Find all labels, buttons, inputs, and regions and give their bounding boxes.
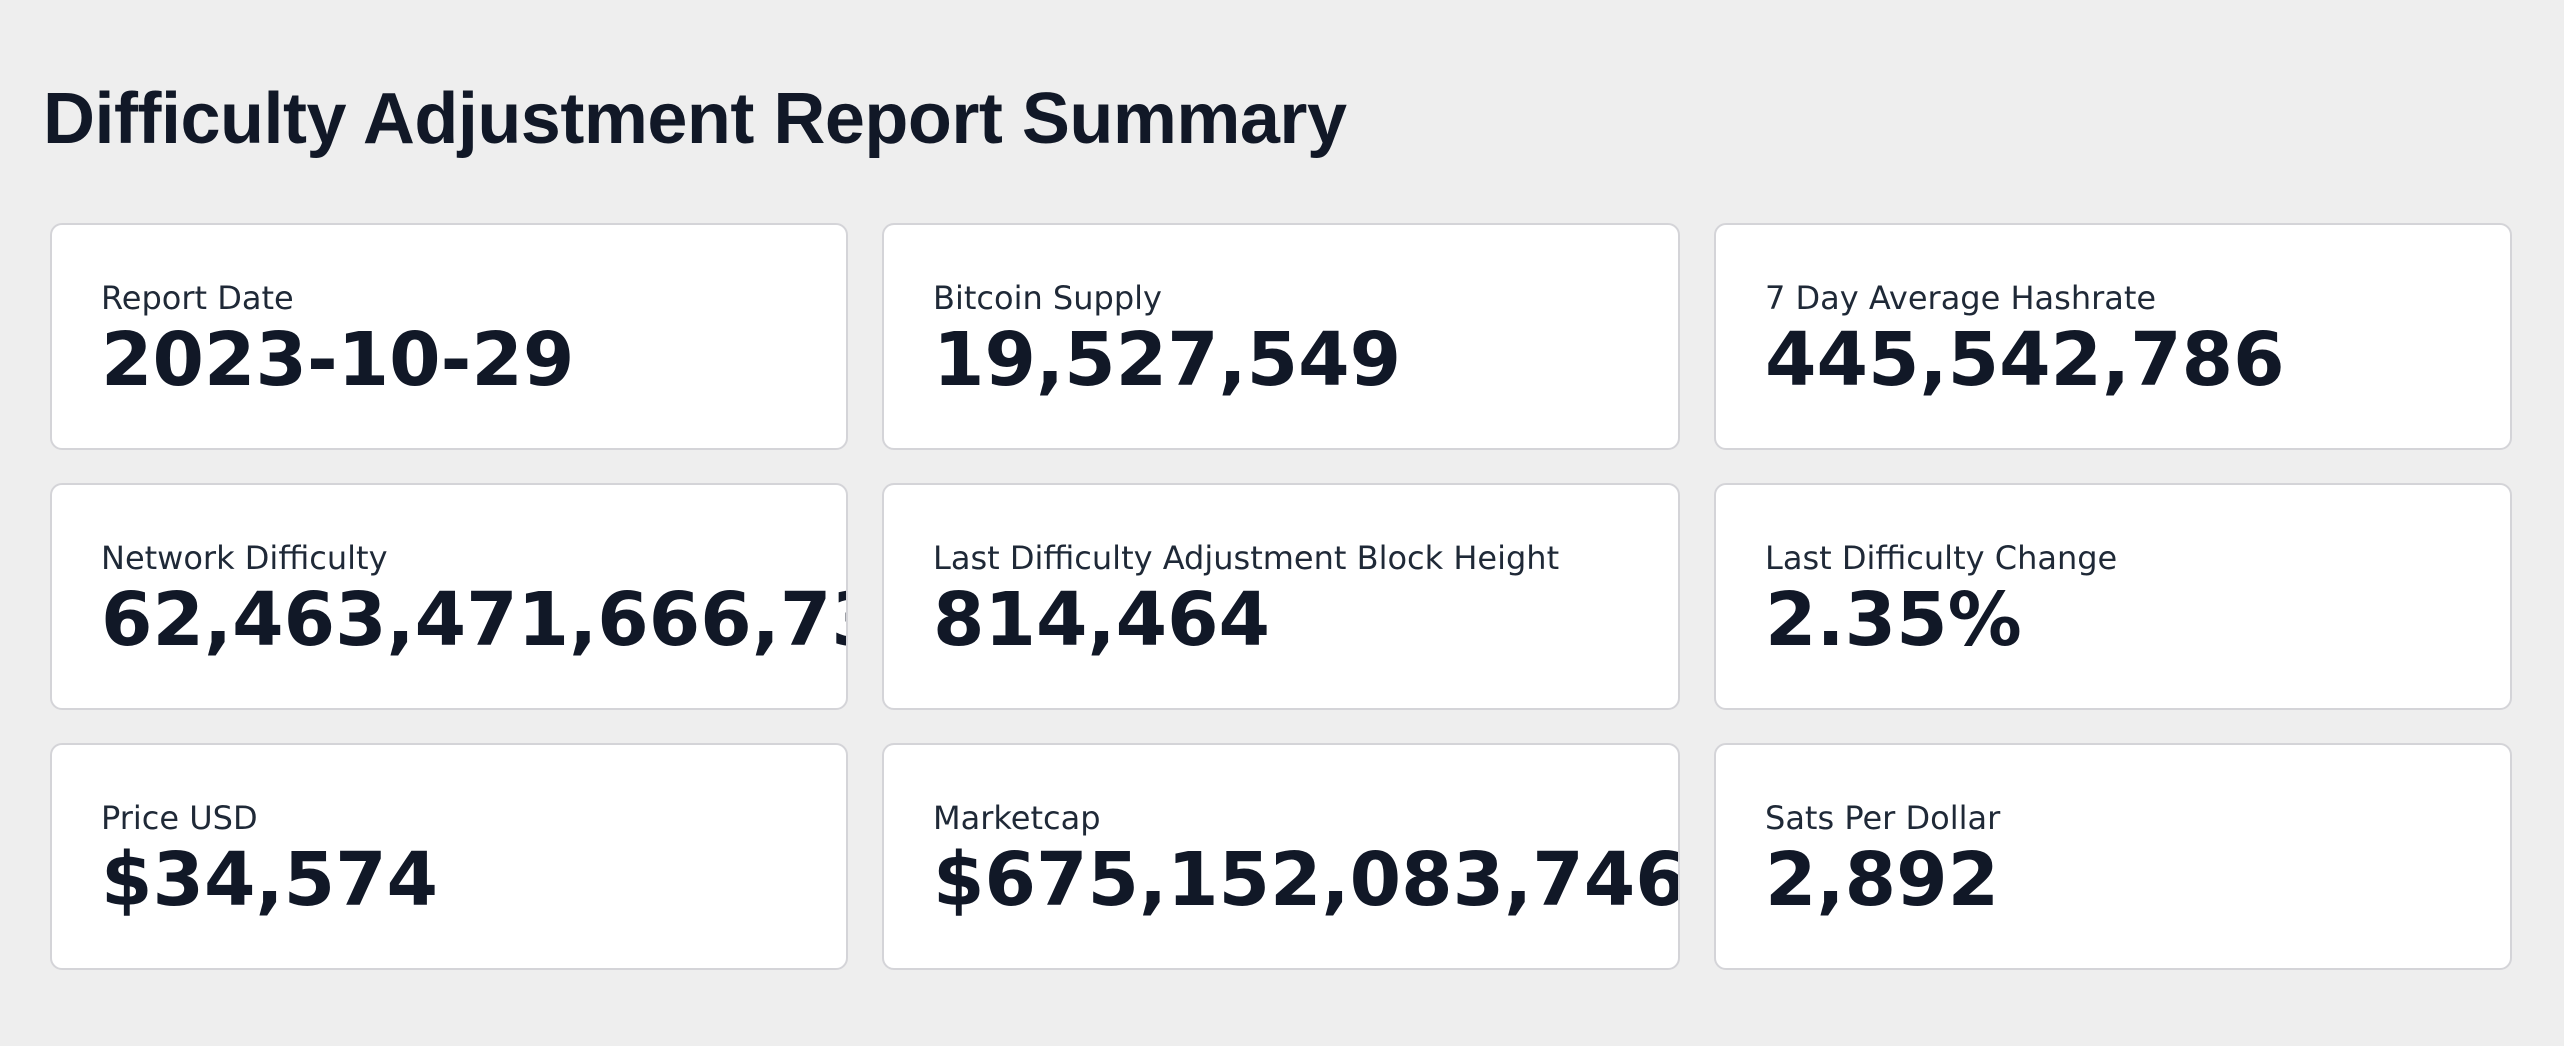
card-label: 7 Day Average Hashrate: [1765, 279, 2157, 317]
card-value: 814,464: [933, 577, 1271, 663]
card-value: 62,463,471,666,732: [101, 577, 846, 663]
card-value: $34,574: [101, 837, 439, 923]
card-price-usd: Price USD $34,574: [50, 743, 848, 970]
card-label: Last Difficulty Change: [1765, 539, 2118, 577]
card-value: 2.35%: [1765, 577, 2022, 663]
card-value: 2023-10-29: [101, 317, 575, 403]
card-label: Sats Per Dollar: [1765, 799, 2001, 837]
card-value: 19,527,549: [933, 317, 1402, 403]
card-report-date: Report Date 2023-10-29: [50, 223, 848, 450]
card-label: Price USD: [101, 799, 258, 837]
card-7-day-average-hashrate: 7 Day Average Hashrate 445,542,786: [1714, 223, 2512, 450]
card-label: Marketcap: [933, 799, 1101, 837]
card-label: Last Difficulty Adjustment Block Height: [933, 539, 1560, 577]
card-label: Network Difficulty: [101, 539, 388, 577]
card-value: $675,152,083,746: [933, 837, 1680, 923]
summary-grid: Report Date 2023-10-29 Bitcoin Supply 19…: [50, 223, 2514, 970]
page-title: Difficulty Adjustment Report Summary: [43, 79, 1347, 159]
card-sats-per-dollar: Sats Per Dollar 2,892: [1714, 743, 2512, 970]
card-label: Bitcoin Supply: [933, 279, 1162, 317]
card-last-difficulty-adjustment-block-height: Last Difficulty Adjustment Block Height …: [882, 483, 1680, 710]
card-value: 445,542,786: [1765, 317, 2285, 403]
card-value: 2,892: [1765, 837, 2000, 923]
card-network-difficulty: Network Difficulty 62,463,471,666,732: [50, 483, 848, 710]
card-label: Report Date: [101, 279, 294, 317]
card-marketcap: Marketcap $675,152,083,746: [882, 743, 1680, 970]
card-last-difficulty-change: Last Difficulty Change 2.35%: [1714, 483, 2512, 710]
card-bitcoin-supply: Bitcoin Supply 19,527,549: [882, 223, 1680, 450]
